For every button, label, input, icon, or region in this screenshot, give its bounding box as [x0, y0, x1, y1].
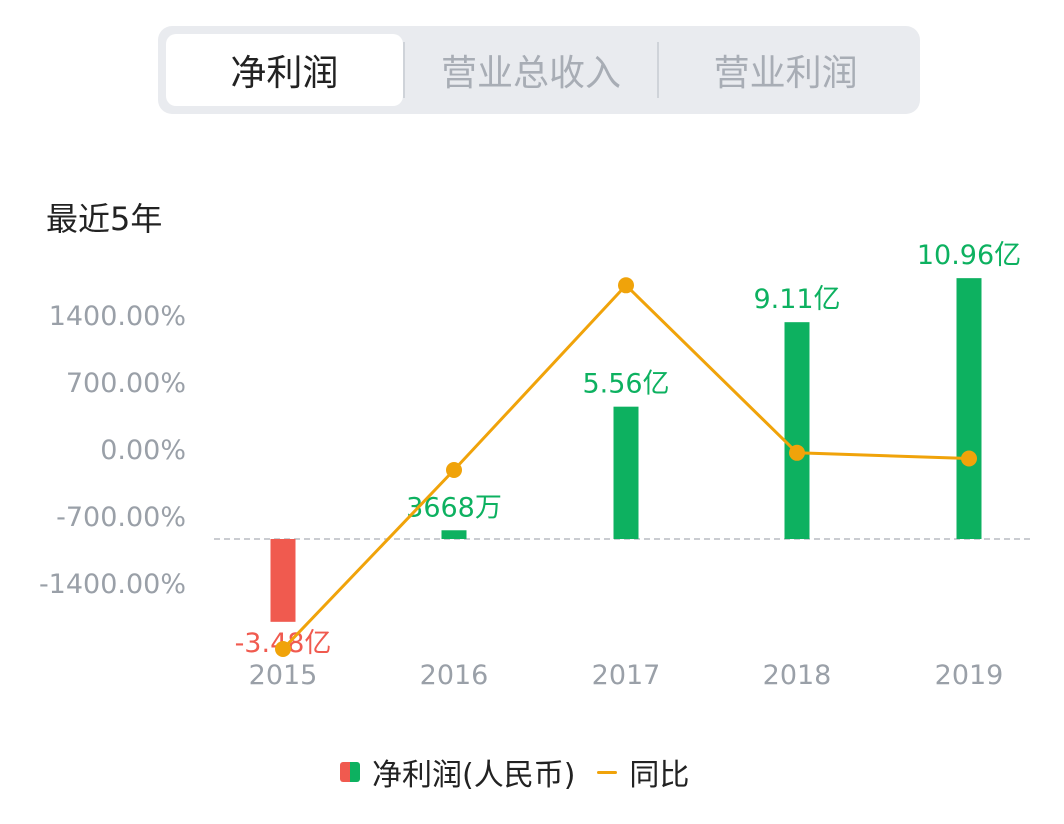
yoy-point-2019 — [961, 450, 977, 467]
x-tick-label: 2016 — [420, 660, 489, 691]
x-tick-label: 2015 — [249, 660, 318, 691]
bar-value-label: 5.56亿 — [582, 369, 669, 400]
y-tick-label: 1400.00% — [49, 301, 186, 332]
bar-legend-label: 净利润(人民币) — [372, 758, 576, 793]
bar-2019 — [956, 278, 982, 539]
x-tick-label: 2018 — [763, 660, 832, 691]
chart-legend: 净利润(人民币) 同比 — [340, 750, 689, 794]
bar-value-label: 3668万 — [406, 492, 502, 523]
period-label: 最近5年 — [46, 200, 163, 238]
x-tick-label: 2017 — [592, 660, 661, 691]
bar-2017 — [613, 406, 639, 539]
yoy-point-2018 — [789, 444, 805, 461]
bar-value-label: 10.96亿 — [917, 240, 1021, 271]
y-tick-label: 0.00% — [100, 435, 186, 466]
x-tick-label: 2019 — [935, 660, 1004, 691]
bar-legend-swatch — [340, 762, 360, 782]
tab-separator — [657, 42, 660, 98]
y-tick-label: -1400.00% — [39, 569, 186, 600]
bar-2018 — [784, 322, 810, 539]
bar-2015 — [270, 539, 296, 622]
tab-operating-profit[interactable]: 营业利润 — [713, 53, 858, 94]
yoy-point-2016 — [446, 462, 462, 479]
tab-separator — [402, 42, 405, 98]
bar-value-label: 9.11亿 — [753, 284, 840, 315]
y-tick-label: 700.00% — [66, 368, 186, 399]
yoy-point-2015 — [275, 641, 291, 657]
yoy-point-2017 — [618, 277, 634, 294]
y-tick-label: -700.00% — [56, 502, 186, 533]
bar-2016 — [441, 530, 467, 539]
line-legend-swatch — [597, 770, 618, 774]
net-profit-chart: 1400.00%700.00%0.00%-700.00%-1400.00%-3.… — [39, 240, 1032, 691]
line-legend-label: 同比 — [629, 758, 690, 793]
metric-tab-bar: 净利润 营业总收入 营业利润 — [158, 26, 920, 114]
tab-net-profit[interactable]: 净利润 — [166, 34, 403, 106]
tab-total-revenue[interactable]: 营业总收入 — [441, 53, 622, 94]
